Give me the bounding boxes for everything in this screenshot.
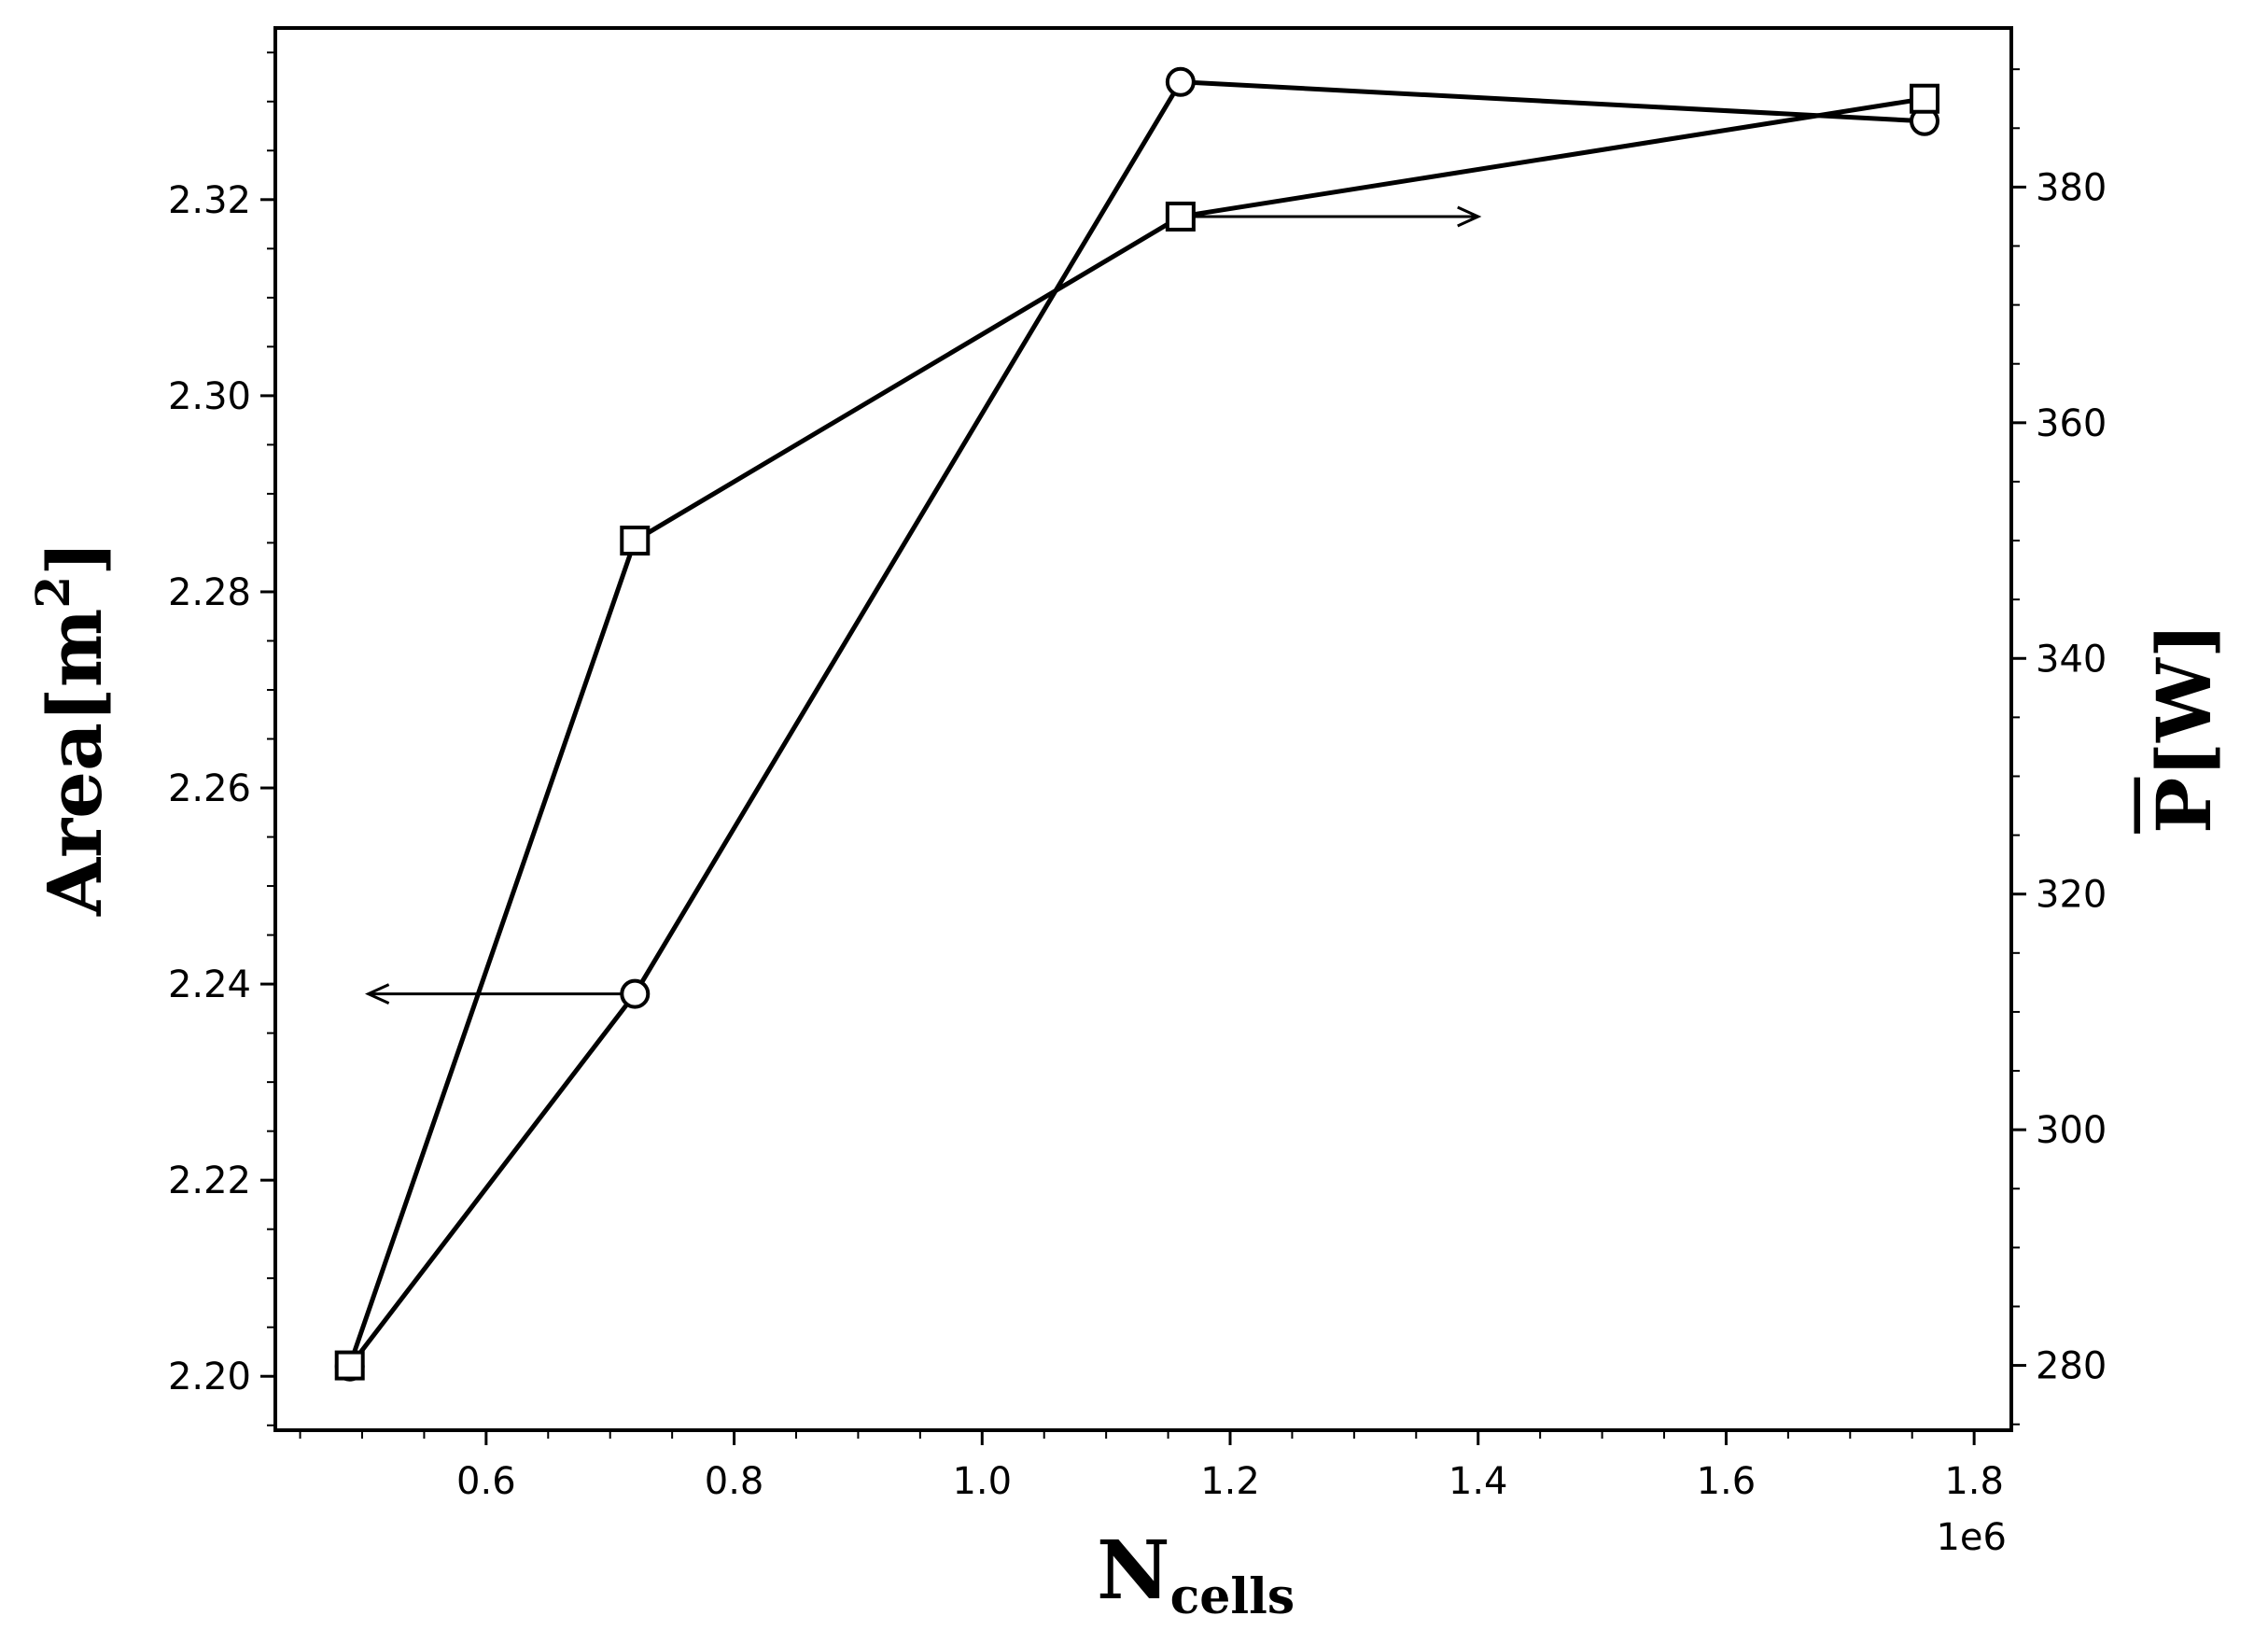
x-tick-label: 0.6 xyxy=(456,1460,516,1503)
y-left-tick-label: 2.20 xyxy=(168,1356,251,1398)
y-right-axis-title: P[W] xyxy=(2140,623,2228,834)
y-right-tick-label: 300 xyxy=(2036,1109,2107,1152)
x-tick-label: 1.2 xyxy=(1200,1460,1260,1503)
x-tick-label: 1.0 xyxy=(952,1460,1012,1503)
x-axis-title-subscript: cells xyxy=(1170,1568,1295,1625)
plot-frame xyxy=(273,26,2013,1432)
data-point-square xyxy=(334,1350,365,1381)
x-tick-label: 1.4 xyxy=(1449,1460,1508,1503)
x-axis-ticks: 0.6 0.8 1.0 1.2 1.4 1.6 1.8 xyxy=(299,1430,2004,1503)
x-tick-label: 0.8 xyxy=(705,1460,764,1503)
data-point-square xyxy=(1165,201,1196,232)
y-right-axis-title-unit: [W] xyxy=(2140,623,2228,778)
y-left-axis-title-superscript: 2 xyxy=(25,576,80,609)
x-tick-label: 1.8 xyxy=(1944,1460,2004,1503)
y-left-axis-title-close: ] xyxy=(31,541,119,576)
y-right-tick-label: 360 xyxy=(2036,402,2107,445)
y-left-tick-label: 2.30 xyxy=(168,375,251,418)
y-right-tick-label: 380 xyxy=(2036,166,2107,209)
x-axis-title: Ncells xyxy=(1097,1524,1295,1625)
y-left-axis-title: Area[m2] xyxy=(25,541,119,917)
axis-arrow-left-head xyxy=(365,983,390,1005)
data-point-circle xyxy=(620,978,651,1009)
y-left-tick-label: 2.32 xyxy=(168,179,251,222)
data-point-square xyxy=(1910,83,1939,114)
plot-marks xyxy=(334,66,1939,1382)
y-right-tick-label: 280 xyxy=(2036,1345,2107,1388)
y-right-axis-title-group: P[W] xyxy=(2140,623,2228,834)
data-point-circle xyxy=(1165,66,1196,97)
y-left-tick-label: 2.24 xyxy=(168,963,251,1006)
y-left-axis-ticks: 2.20 2.22 2.24 2.26 2.28 2.30 2.32 xyxy=(168,51,275,1426)
y-right-axis-ticks: 280 300 320 340 360 380 xyxy=(2011,68,2107,1426)
y-left-tick-label: 2.26 xyxy=(168,767,251,810)
y-left-axis-title-group: Area[m2] xyxy=(25,541,119,917)
y-left-tick-label: 2.28 xyxy=(168,571,251,614)
y-right-tick-label: 320 xyxy=(2036,874,2107,917)
x-axis-multiplier: 1e6 xyxy=(1936,1516,2007,1559)
x-tick-label: 1.6 xyxy=(1697,1460,1757,1503)
y-right-axis-title-symbol: P xyxy=(2140,778,2228,834)
axis-arrow-right-head xyxy=(1457,205,1482,228)
y-left-tick-label: 2.22 xyxy=(168,1159,251,1202)
data-point-square xyxy=(620,526,651,556)
series-line-square xyxy=(347,96,1925,1367)
series-line-circle xyxy=(347,79,1925,1369)
y-right-tick-label: 340 xyxy=(2036,638,2107,681)
